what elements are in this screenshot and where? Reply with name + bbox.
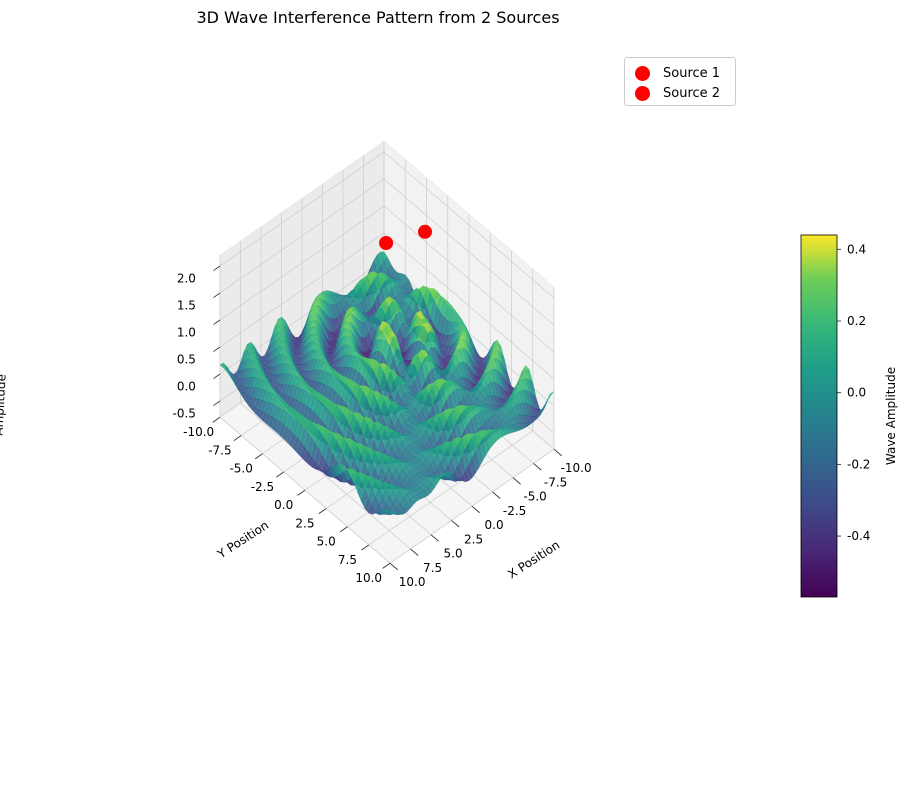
x-tick-mark [254,453,263,460]
legend-marker-source-2 [635,85,650,101]
x-tick-mark [276,471,285,478]
source-marker-2 [418,224,432,239]
grid-line [368,430,533,546]
y-tick-label: -5.0 [523,490,546,504]
y-tick-label: 5.0 [444,547,463,561]
x-tick-label: -2.5 [251,480,274,494]
z-tick-mark [213,265,221,271]
colorbar-tick-label: -0.4 [847,529,870,543]
legend-item-source-2: Source 2 [635,84,720,102]
x-tick-label: 5.0 [317,535,336,549]
y-tick-mark [512,477,521,485]
y-tick-label: -10.0 [561,461,592,475]
colorbar-tick-label: 0.4 [847,242,866,256]
y-tick-mark [533,463,542,471]
surface-patch [386,509,394,514]
legend-label-source-2: Source 2 [663,85,721,101]
y-tick-label: -2.5 [503,504,526,518]
x-axis-label: X Position [505,538,562,582]
x-tick-mark [233,435,242,441]
y-tick-mark [492,491,501,499]
chart-title: 3D Wave Interference Pattern from 2 Sour… [196,8,560,27]
x-tick-mark [382,562,391,569]
z-tick-mark [213,346,221,352]
source-marker-1 [379,236,394,250]
colorbar-label: Wave Amplitude [884,367,898,465]
grid-line [219,151,385,267]
y-tick-label: 0.0 [485,518,504,532]
colorbar-tick-label: 0.2 [847,314,866,328]
x-tick-label: 10.0 [355,571,382,585]
colorbar-tick-label: 0.0 [847,386,866,400]
y-axis-label: Y Position [214,518,271,562]
colorbar-tick-label: -0.2 [847,457,870,471]
y-tick-mark [451,520,460,528]
legend-label-source-1: Source 1 [663,65,721,81]
z-tick-mark [213,292,221,298]
y-tick-label: 2.5 [464,532,483,546]
z-tick-label: 1.0 [177,326,196,340]
z-tick-label: 2.0 [177,272,196,286]
x-tick-label: -10.0 [183,425,214,439]
colorbar: -0.4 -0.2 0.0 0.2 0.4 Wave Amplitude [800,234,898,598]
x-tick-mark [361,544,370,551]
z-tick-label: -0.5 [173,407,196,421]
legend-item-source-1: Source 1 [635,64,720,82]
z-tick-label: 0.0 [177,380,196,394]
x-tick-mark [318,508,327,514]
z-tick-mark [213,400,221,406]
z-tick-label: 0.5 [177,353,196,367]
z-tick-mark [213,373,221,379]
grid-line [219,205,385,321]
z-tick-mark [213,319,221,325]
grid-line [240,402,411,550]
x-tick-label: 2.5 [295,516,314,530]
x-tick-label: 0.0 [274,498,293,512]
source-markers [379,224,432,250]
x-tick-label: -7.5 [208,443,231,457]
x-tick-mark [297,489,306,496]
legend: Source 1 Source 2 [624,57,736,106]
grid-line [383,232,555,380]
legend-marker-source-1 [635,65,650,81]
grid-line [383,151,555,299]
y-tick-mark [471,505,480,514]
x-tick-label: 7.5 [338,553,357,567]
z-axis-label: Amplitude [0,374,9,436]
grid-line [383,205,555,353]
x-tick-mark [212,416,221,423]
grid-line [219,232,385,348]
y-tick-mark [430,534,439,542]
wave-surface [219,251,555,516]
y-tick-mark [410,548,419,556]
y-tick-label: 7.5 [423,561,442,575]
z-tick-label: 1.5 [177,299,196,313]
y-tick-label: -7.5 [544,475,567,489]
y-tick-mark [389,562,398,571]
y-tick-label: 10.0 [399,575,426,589]
colorbar-gradient [800,234,838,598]
x-tick-label: -5.0 [229,462,252,476]
y-tick-mark [553,448,562,457]
grid-line [219,178,385,294]
grid-line [383,178,555,326]
x-tick-mark [339,526,348,533]
